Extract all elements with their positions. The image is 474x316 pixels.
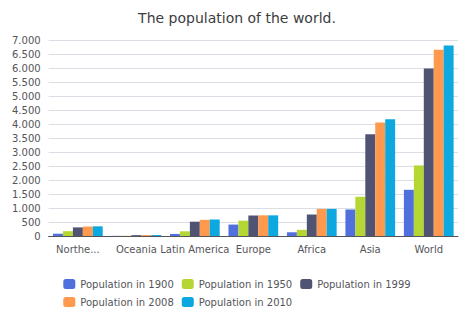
svg-text:4.500: 4.500	[12, 105, 41, 116]
svg-text:Population in 1999: Population in 1999	[317, 279, 410, 290]
svg-text:6.500: 6.500	[12, 49, 41, 60]
svg-text:6.000: 6.000	[12, 63, 41, 74]
svg-text:Population in 1900: Population in 1900	[80, 279, 173, 290]
svg-text:Africa: Africa	[298, 244, 327, 255]
svg-text:4.000: 4.000	[12, 119, 41, 130]
svg-text:3.000: 3.000	[12, 147, 41, 158]
svg-text:Population in 2010: Population in 2010	[199, 297, 292, 308]
svg-text:500: 500	[22, 217, 41, 228]
svg-text:Population in 1950: Population in 1950	[199, 279, 292, 290]
svg-text:Europe: Europe	[236, 244, 271, 255]
svg-text:World: World	[414, 244, 443, 255]
svg-text:Asia: Asia	[360, 244, 381, 255]
svg-text:Northe...: Northe...	[56, 244, 100, 255]
svg-text:Oceania: Oceania	[116, 244, 157, 255]
svg-text:The population of the world.: The population of the world.	[137, 10, 336, 26]
svg-text:3.500: 3.500	[12, 133, 41, 144]
svg-text:7.000: 7.000	[12, 35, 41, 46]
svg-text:0: 0	[34, 231, 40, 242]
svg-text:5.000: 5.000	[12, 91, 41, 102]
svg-text:2.500: 2.500	[12, 161, 41, 172]
svg-text:2.000: 2.000	[12, 175, 41, 186]
svg-text:Population in 2008: Population in 2008	[80, 297, 173, 308]
svg-text:1.500: 1.500	[12, 189, 41, 200]
svg-text:5.500: 5.500	[12, 77, 41, 88]
svg-text:1.000: 1.000	[12, 203, 41, 214]
svg-text:Latin America: Latin America	[160, 244, 229, 255]
